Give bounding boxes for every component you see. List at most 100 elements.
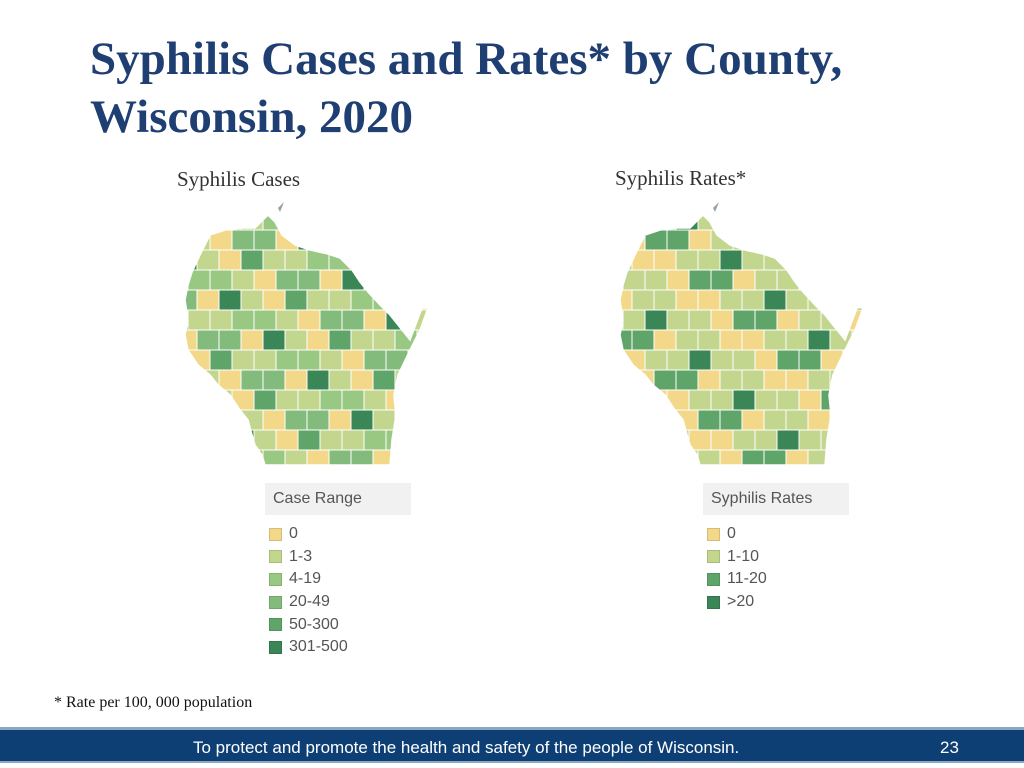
- county-shape: [710, 269, 734, 291]
- county-shape: [240, 215, 264, 231]
- county-shape: [622, 429, 646, 451]
- county-shape: [620, 229, 624, 251]
- county-shape: [710, 429, 734, 451]
- county-shape: [666, 389, 690, 411]
- county-shape: [666, 269, 690, 291]
- county-shape: [675, 215, 699, 231]
- county-shape: [741, 289, 765, 311]
- county-shape: [284, 329, 308, 351]
- county-shape: [253, 229, 277, 251]
- county-shape: [196, 329, 220, 351]
- county-shape: [328, 289, 352, 311]
- island-shape: [713, 202, 719, 212]
- county-shape: [719, 329, 743, 351]
- county-shape: [741, 369, 765, 391]
- county-shape: [620, 389, 624, 411]
- county-shape: [341, 429, 365, 451]
- county-shape: [385, 269, 409, 291]
- county-shape: [262, 369, 286, 391]
- county-shape: [363, 429, 387, 451]
- county-shape: [741, 409, 765, 431]
- county-shape: [653, 289, 677, 311]
- county-shape: [253, 349, 277, 371]
- county-shape: [851, 409, 863, 431]
- county-shape: [763, 409, 787, 431]
- county-shape: [275, 309, 299, 331]
- county-shape: [865, 270, 887, 290]
- county-shape: [372, 249, 396, 271]
- county-shape: [785, 249, 809, 271]
- county-shape: [284, 409, 308, 431]
- county-shape: [372, 409, 396, 431]
- county-shape: [842, 429, 863, 451]
- county-shape: [719, 215, 743, 231]
- county-shape: [319, 269, 343, 291]
- legend-item: 0: [265, 523, 411, 546]
- county-shape: [842, 229, 863, 251]
- county-shape: [622, 349, 646, 371]
- county-shape: [622, 309, 646, 331]
- county-shape: [231, 349, 255, 371]
- county-shape: [185, 429, 189, 451]
- county-shape: [363, 269, 387, 291]
- footnote: * Rate per 100, 000 population: [54, 694, 253, 711]
- footer-bar: To protect and promote the health and sa…: [0, 727, 1024, 763]
- county-shape: [631, 329, 655, 351]
- county-shape: [820, 389, 844, 411]
- county-shape: [865, 230, 887, 250]
- county-shape: [187, 389, 211, 411]
- rates-legend-title: Syphilis Rates: [703, 483, 849, 515]
- county-shape: [644, 309, 668, 331]
- county-shape: [394, 449, 418, 465]
- county-shape: [218, 329, 242, 351]
- county-shape: [653, 329, 677, 351]
- county-shape: [187, 349, 211, 371]
- county-shape: [284, 289, 308, 311]
- county-shape: [196, 449, 220, 465]
- county-shape: [741, 449, 765, 465]
- county-shape: [416, 289, 428, 311]
- county-shape: [407, 269, 428, 291]
- county-shape: [851, 289, 863, 311]
- county-shape: [710, 229, 734, 251]
- county-shape: [297, 429, 321, 451]
- legend-label: 1-10: [727, 547, 760, 565]
- county-shape: [644, 229, 668, 251]
- county-shape: [262, 249, 286, 271]
- county-shape: [185, 215, 198, 231]
- county-shape: [372, 369, 396, 391]
- legend-label: 0: [727, 525, 736, 543]
- county-shape: [631, 409, 655, 431]
- county-shape: [185, 449, 198, 465]
- county-shape: [185, 369, 198, 391]
- county-shape: [710, 349, 734, 371]
- legend-item: 1-3: [265, 546, 411, 569]
- legend-item: >20: [703, 591, 849, 614]
- county-shape: [697, 409, 721, 431]
- county-shape: [620, 269, 624, 291]
- county-shape: [865, 390, 887, 410]
- legend-label: 20-49: [289, 593, 330, 611]
- county-shape: [754, 269, 778, 291]
- county-shape: [851, 449, 863, 465]
- cases-choropleth-map: [184, 202, 430, 466]
- county-shape: [275, 389, 299, 411]
- county-shape: [209, 429, 233, 451]
- county-shape: [807, 249, 831, 271]
- legend-label: 301-500: [289, 638, 348, 656]
- county-shape: [306, 369, 330, 391]
- county-shape: [807, 369, 831, 391]
- county-shape: [350, 215, 374, 231]
- legend-swatch: [269, 618, 282, 632]
- county-shape: [842, 349, 863, 371]
- county-shape: [675, 409, 699, 431]
- county-shape: [754, 429, 778, 451]
- county-shape: [416, 215, 428, 231]
- rates-legend: Syphilis Rates 0 1-10 11-20 >20: [703, 483, 849, 613]
- county-shape: [328, 215, 352, 231]
- county-shape: [185, 349, 189, 371]
- county-shape: [407, 349, 428, 371]
- county-shape: [363, 309, 387, 331]
- county-shape: [620, 409, 633, 431]
- county-shape: [776, 269, 800, 291]
